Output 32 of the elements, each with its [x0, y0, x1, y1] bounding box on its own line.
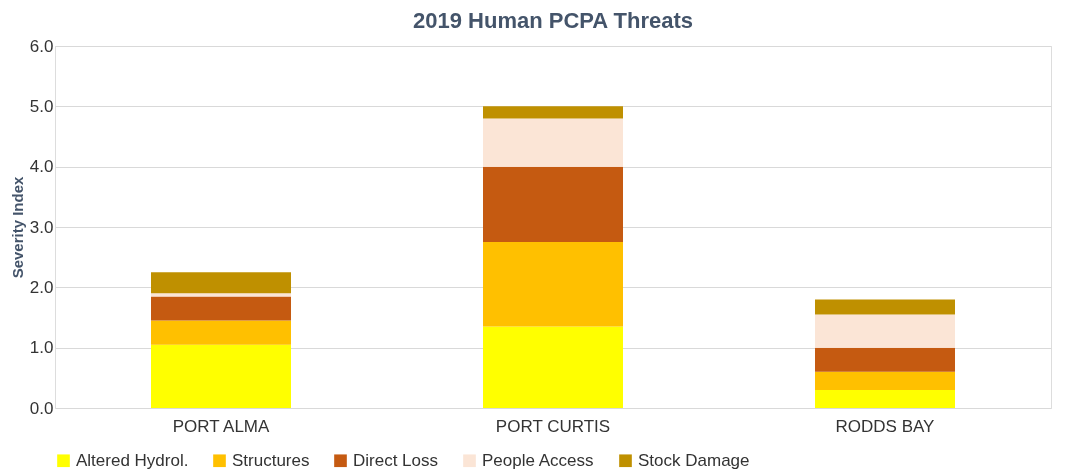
legend-label: People Access [482, 450, 594, 470]
y-tick-label: 5.0 [29, 96, 54, 116]
legend-label: Direct Loss [353, 450, 439, 470]
x-tick-label: PORT ALMA [172, 416, 270, 436]
bar [483, 106, 623, 119]
y-axis-title: Severity Index [8, 175, 26, 279]
bar [483, 242, 623, 327]
legend-label: Structures [232, 450, 310, 470]
bar [483, 326, 623, 408]
bar [151, 293, 291, 297]
y-tick-label: 3.0 [29, 217, 54, 237]
x-tick-label: RODDS BAY [835, 416, 935, 436]
legend-label: Altered Hydrol. [76, 450, 189, 470]
bar [483, 118, 623, 167]
y-tick-label: 4.0 [29, 157, 54, 177]
y-tick-label: 1.0 [29, 338, 54, 358]
y-tick-label: 6.0 [29, 36, 54, 56]
y-tick-label: 0.0 [29, 398, 54, 418]
x-tick-label: PORT CURTIS [495, 416, 611, 436]
y-tick-label: 2.0 [29, 277, 54, 297]
bar [815, 347, 955, 372]
bar [815, 371, 955, 390]
bar [483, 166, 623, 243]
bar [815, 299, 955, 315]
chart-title: 2019 Human PCPA Threats [413, 8, 693, 33]
bar [151, 272, 291, 294]
bar [151, 320, 291, 345]
legend-label: Stock Damage [638, 450, 750, 470]
bar [151, 344, 291, 408]
bar [151, 296, 291, 321]
bar [815, 389, 955, 408]
bar [815, 314, 955, 348]
